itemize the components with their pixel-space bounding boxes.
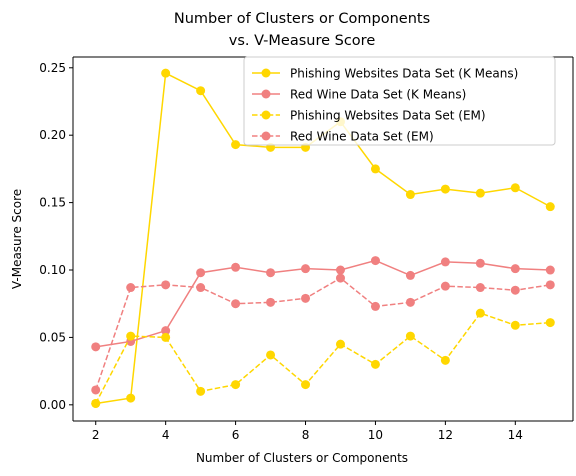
y-tick-label-0: 0.00 [39, 398, 66, 412]
legend-box [243, 56, 556, 146]
series-4-point-5 [231, 299, 241, 309]
series-1-point-12 [475, 188, 485, 198]
series-1-point-13 [510, 183, 520, 193]
series-4-point-6 [266, 297, 276, 307]
x-tick-label-12: 12 [438, 428, 453, 442]
y-tick-label-3: 0.15 [39, 196, 66, 210]
series-1-point-4 [196, 86, 206, 96]
series-3-point-1 [91, 398, 101, 408]
series-2-point-8 [335, 265, 345, 275]
series-4-point-2 [126, 283, 136, 293]
series-3-point-8 [335, 339, 345, 349]
series-2-point-10 [405, 270, 415, 280]
series-3-point-13 [510, 320, 520, 330]
y-axis-label: V-Measure Score [10, 189, 24, 289]
series-3-point-14 [545, 318, 555, 328]
chart-title-line-2: vs. V-Measure Score [229, 33, 376, 49]
x-tick-label-6: 6 [232, 428, 240, 442]
series-1-point-5 [231, 140, 241, 150]
series-line-2 [95, 259, 551, 348]
x-tick-label-14: 14 [508, 428, 523, 442]
x-axis-label: Number of Clusters or Components [196, 451, 408, 465]
y-tick-label-4: 0.20 [39, 128, 66, 142]
series-2-point-12 [475, 258, 485, 268]
y-tick-label-1: 0.05 [39, 330, 66, 344]
series-4-point-13 [510, 285, 520, 295]
x-tick-label-2: 2 [92, 428, 100, 442]
legend-label-2: Red Wine Data Set (K Means) [290, 88, 466, 102]
series-1-point-2 [126, 393, 136, 403]
legend-label-1: Phishing Websites Data Set (K Means) [290, 67, 518, 81]
series-2-point-1 [91, 342, 101, 352]
y-tick-label-5: 0.25 [39, 61, 66, 75]
series-4-point-1 [91, 385, 101, 395]
series-3-point-9 [370, 359, 380, 369]
legend-marker-2 [261, 89, 271, 99]
series-3-point-5 [231, 380, 241, 390]
series-4-point-11 [440, 281, 450, 291]
legend: Phishing Websites Data Set (K Means) Red … [243, 56, 556, 146]
series-2-point-4 [196, 268, 206, 278]
chart-title-line-1: Number of Clusters or Components [174, 11, 430, 27]
y-tick-label-2: 0.10 [39, 263, 66, 277]
legend-marker-4 [261, 131, 271, 141]
series-2-point-13 [510, 264, 520, 274]
series-3-point-7 [301, 380, 311, 390]
series-1-point-10 [405, 190, 415, 200]
series-2-point-9 [370, 256, 380, 266]
series-3-point-12 [475, 308, 485, 318]
x-tick-label-4: 4 [162, 428, 170, 442]
series-1-point-3 [161, 68, 171, 78]
series-2-point-11 [440, 257, 450, 267]
series-1-point-14 [545, 202, 555, 212]
legend-label-4: Red Wine Data Set (EM) [290, 130, 434, 144]
plot-area: 2 4 6 8 10 12 14 0.00 0.05 0.10 0.15 0.20 0.25 [39, 56, 574, 442]
series-line-3 [95, 312, 551, 404]
series-4-point-12 [475, 283, 485, 293]
series-2-point-3 [161, 326, 171, 336]
series-3-point-4 [196, 386, 206, 396]
legend-label-3: Phishing Websites Data Set (EM) [290, 109, 486, 123]
series-3-point-3 [161, 332, 171, 342]
series-4-point-8 [335, 273, 345, 283]
series-1-point-9 [370, 164, 380, 174]
legend-marker-3 [261, 110, 271, 120]
series-3-point-6 [266, 350, 276, 360]
series-1-point-11 [440, 184, 450, 194]
series-4-point-7 [301, 293, 311, 303]
series-3-point-2 [126, 331, 136, 341]
series-2-point-5 [231, 262, 241, 272]
x-tick-label-10: 10 [368, 428, 383, 442]
series-3-point-10 [405, 331, 415, 341]
series-2-point-6 [266, 268, 276, 278]
series-2-point-14 [545, 265, 555, 275]
series-4-point-4 [196, 283, 206, 293]
series-4-point-3 [161, 280, 171, 290]
series-2-point-7 [301, 264, 311, 274]
series-line-4 [95, 277, 551, 391]
legend-marker-1 [261, 68, 271, 78]
series-4-point-14 [545, 280, 555, 290]
x-tick-label-8: 8 [302, 428, 310, 442]
series-4-point-9 [370, 301, 380, 311]
series-4-point-10 [405, 297, 415, 307]
series-3-point-11 [440, 355, 450, 365]
